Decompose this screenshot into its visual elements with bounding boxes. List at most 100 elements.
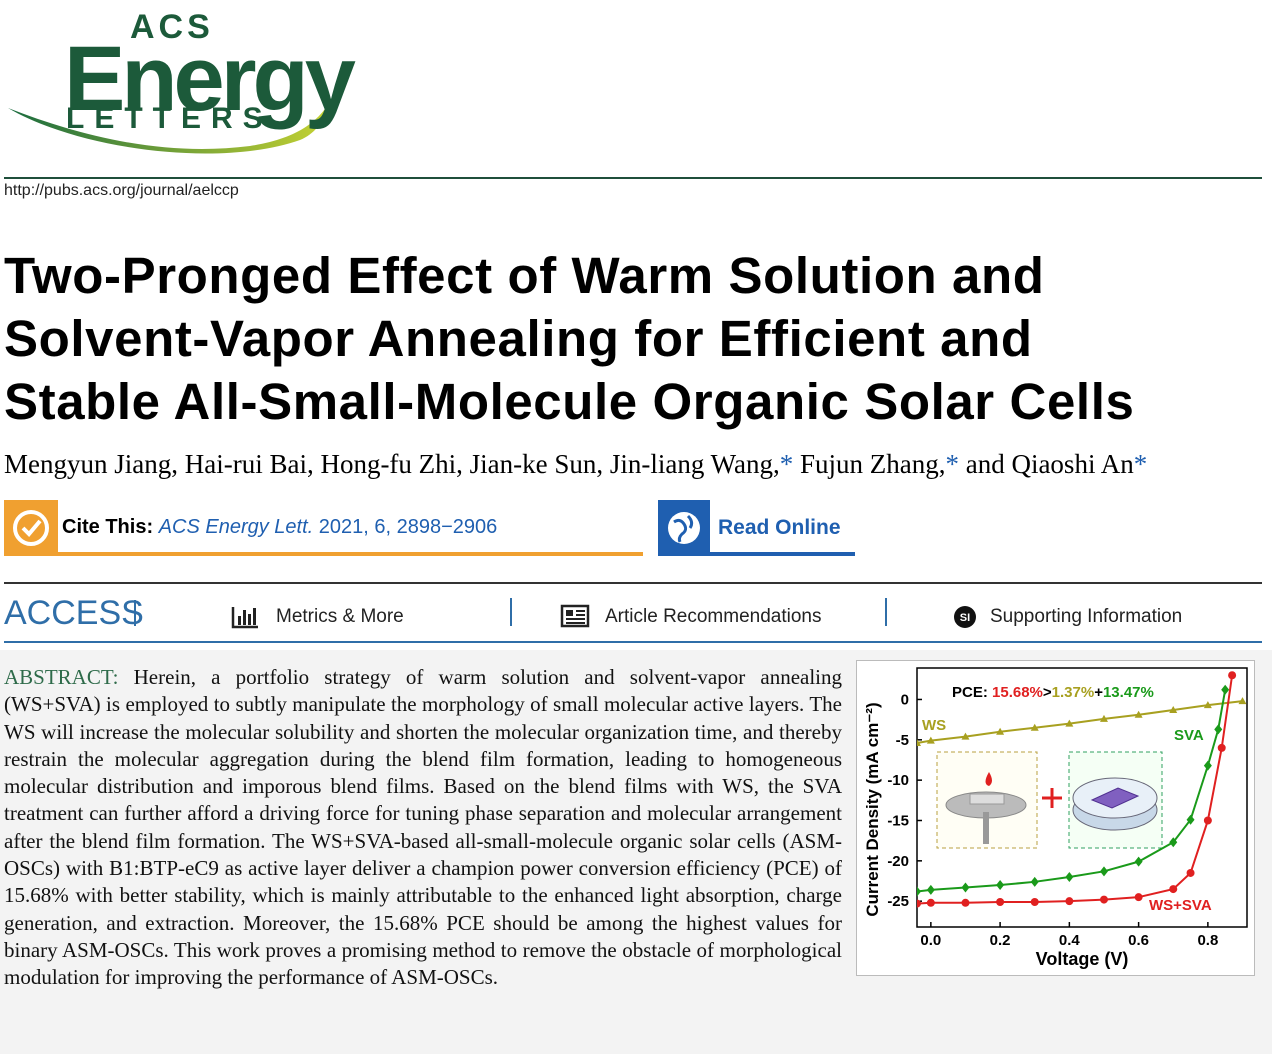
- data-point: [1134, 856, 1143, 867]
- data-point: [917, 739, 921, 747]
- annotation-part: +: [1094, 684, 1103, 701]
- data-point: [1030, 897, 1039, 906]
- data-point: [926, 884, 935, 895]
- si-icon: SI: [954, 606, 976, 628]
- si-icon-text: SI: [960, 612, 970, 624]
- annotation-part: 1.37%: [1052, 684, 1095, 701]
- logo-energy: Energy: [64, 28, 356, 130]
- author-names: Mengyun Jiang, Hai-rui Bai, Hong-fu Zhi,…: [4, 449, 780, 479]
- abstract-label: ABSTRACT:: [4, 665, 119, 689]
- inset: [936, 751, 1163, 849]
- logo-acs: ACS: [130, 8, 214, 46]
- data-point: [1186, 814, 1195, 825]
- annotation: PCE: 15.68%>1.37%+13.47%: [952, 684, 1154, 701]
- data-point: [1030, 876, 1039, 887]
- data-point: [1134, 893, 1143, 902]
- recommendations-link[interactable]: Article Recommendations: [605, 606, 822, 627]
- data-point: [917, 886, 921, 897]
- data-point: [996, 880, 1005, 891]
- y-axis-label: Current Density (mA cm⁻²): [863, 702, 882, 916]
- corresponding-mark[interactable]: *: [945, 449, 959, 479]
- cite-this: Cite This: ACS Energy Lett. 2021, 6, 289…: [62, 516, 497, 539]
- authors: Mengyun Jiang, Hai-rui Bai, Hong-fu Zhi,…: [4, 449, 1147, 480]
- abstract-section: 0 -5 -10 -15 -20 -25 0.0 0.2 0.4 0.6 0.8 Voltage (V…: [0, 650, 1272, 1054]
- data-point: [1203, 816, 1212, 825]
- separator: [134, 600, 136, 626]
- substrate: [969, 793, 1005, 805]
- data-point: [1221, 684, 1230, 695]
- data-point: [1214, 724, 1223, 735]
- data-point: [961, 732, 970, 740]
- data-point: [1238, 697, 1247, 705]
- data-point: [1030, 723, 1039, 731]
- logo-swoosh: [8, 92, 335, 154]
- data-point: [1203, 760, 1212, 771]
- series-label: WS: [922, 717, 946, 734]
- data-point: [996, 727, 1005, 735]
- spin-shaft: [983, 812, 989, 844]
- x-tick-label: 0.6: [1128, 932, 1149, 949]
- x-axis-label: Voltage (V): [1036, 949, 1129, 969]
- x-tick-label: 0.8: [1197, 932, 1218, 949]
- data-point: [1169, 885, 1178, 894]
- y-tick-label: 0: [901, 691, 909, 708]
- read-underline: [658, 552, 855, 556]
- data-point: [1134, 710, 1143, 718]
- series: [917, 684, 1230, 897]
- data-point: [1099, 866, 1108, 877]
- title-line: Stable All-Small-Molecule Organic Solar …: [4, 373, 1135, 430]
- read-online-icon[interactable]: [658, 500, 710, 556]
- film: [1090, 787, 1140, 809]
- cite-underline: [4, 552, 643, 556]
- series-label: WS+SVA: [1149, 897, 1212, 914]
- corresponding-mark[interactable]: *: [779, 449, 794, 479]
- metrics-link[interactable]: Metrics & More: [276, 606, 404, 627]
- data-point: [961, 898, 970, 907]
- toc-figure: 0 -5 -10 -15 -20 -25 0.0 0.2 0.4 0.6 0.8 Voltage (V…: [856, 660, 1266, 982]
- y-tick-label: -25: [887, 893, 909, 910]
- data-point: [1228, 671, 1237, 680]
- journal-logo[interactable]: ACS Energy LETTERS: [0, 0, 420, 170]
- data-point: [1099, 714, 1108, 722]
- cite-citation: 2021, 6, 2898−2906: [313, 516, 498, 538]
- read-online[interactable]: Read Online: [718, 516, 841, 539]
- data-point: [926, 898, 935, 907]
- annotation-part: 13.47%: [1103, 684, 1154, 701]
- data-point: [1169, 837, 1178, 848]
- cite-journal[interactable]: ACS Energy Lett.: [158, 516, 314, 538]
- annotation-part: 15.68%: [992, 684, 1043, 701]
- x-tick-label: 0.2: [990, 932, 1011, 949]
- metrics-icon: [231, 607, 258, 629]
- plus-sign: [1042, 788, 1062, 808]
- data-point: [1065, 719, 1074, 727]
- divider: [4, 177, 1262, 179]
- article-title: Two-Pronged Effect of Warm Solution and …: [4, 244, 1134, 433]
- title-line: Solvent-Vapor Annealing for Efficient an…: [4, 310, 1033, 367]
- title-line: Two-Pronged Effect of Warm Solution and: [4, 247, 1045, 304]
- y-tick-label: -5: [896, 732, 909, 749]
- y-tick-label: -20: [887, 853, 909, 870]
- data-point: [917, 899, 921, 908]
- data-point: [1217, 743, 1226, 752]
- cite-label: Cite This:: [62, 516, 154, 538]
- x-tick-label: 0.0: [920, 932, 941, 949]
- recommendations-icon: [560, 604, 590, 628]
- abstract-text: Herein, a portfolio strategy of warm sol…: [4, 665, 843, 990]
- chart: 0 -5 -10 -15 -20 -25 0.0 0.2 0.4 0.6 0.8 Voltage (V…: [856, 660, 1255, 976]
- series: [917, 697, 1247, 747]
- logo-letters: LETTERS: [66, 102, 273, 135]
- droplet: [985, 772, 992, 786]
- supporting-info-link[interactable]: Supporting Information: [990, 606, 1183, 627]
- data-point: [1065, 871, 1074, 882]
- author-names: Fujun Zhang,: [793, 449, 946, 479]
- data-point: [961, 882, 970, 893]
- separator: [885, 598, 887, 626]
- corresponding-mark[interactable]: *: [1133, 449, 1148, 479]
- journal-url[interactable]: http://pubs.acs.org/journal/aelccp: [4, 182, 239, 199]
- data-point: [1186, 868, 1195, 877]
- divider: [4, 582, 1262, 584]
- annotation-part: >: [1043, 684, 1052, 701]
- abstract: 0 -5 -10 -15 -20 -25 0.0 0.2 0.4 0.6 0.8 Voltage (V…: [4, 660, 1262, 992]
- data-point: [1099, 895, 1108, 904]
